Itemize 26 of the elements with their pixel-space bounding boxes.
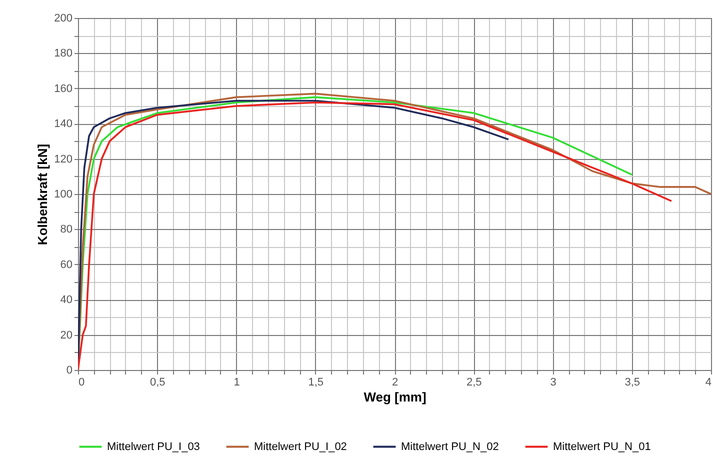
legend-label: Mittelwert PU_I_03: [107, 440, 200, 453]
y-tick-label: 100: [54, 188, 72, 200]
x-tick-label: 1: [234, 376, 240, 388]
y-tick-label: 200: [54, 12, 72, 24]
x-tick-label: 3,5: [624, 376, 640, 388]
x-tick-label: 0,5: [150, 376, 166, 388]
legend-label: Mittelwert PU_I_02: [254, 440, 347, 453]
y-tick-label: 120: [54, 153, 72, 166]
legend-label: Mittelwert PU_N_02: [401, 440, 499, 453]
y-tick-label: 80: [60, 224, 72, 236]
y-tick-label: 60: [60, 258, 72, 271]
y-tick-label: 160: [54, 82, 72, 95]
x-tick-label: 4: [705, 376, 712, 388]
x-tick-label: 3: [550, 376, 556, 388]
y-tick-label: 0: [66, 364, 72, 376]
y-axis-title: Kolbenkraft [kN]: [35, 144, 50, 246]
y-tick-label: 20: [60, 329, 72, 342]
legend-label: Mittelwert PU_N_01: [553, 440, 651, 453]
x-tick-label: 0: [78, 376, 85, 388]
x-tick-label: 2,5: [466, 376, 482, 388]
x-tick-label: 1,5: [308, 376, 324, 388]
x-tick-label: 2: [392, 376, 398, 388]
y-tick-label: 140: [54, 118, 72, 130]
y-tick-label: 180: [54, 48, 72, 60]
y-tick-label: 40: [60, 294, 72, 306]
x-axis-title: Weg [mm]: [364, 390, 426, 404]
